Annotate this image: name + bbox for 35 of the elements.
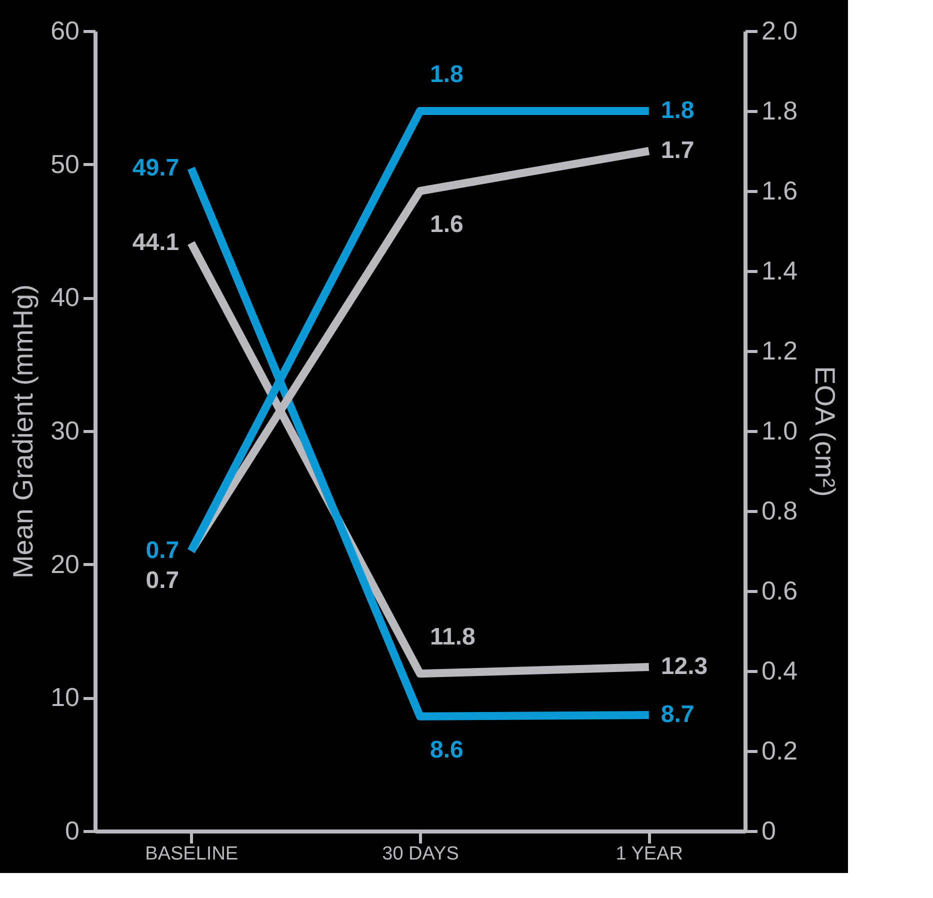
y2-tick-label: 1.8 <box>762 96 798 126</box>
y2-tick-label: 0 <box>762 816 776 846</box>
y2-tick-label: 1.0 <box>762 416 798 446</box>
data-label: 44.1 <box>132 229 180 256</box>
y-tick-label: 50 <box>50 148 80 179</box>
data-label: 49.7 <box>132 154 180 182</box>
data-label: 12.3 <box>660 653 708 680</box>
data-label: 1.8 <box>430 61 464 88</box>
y2-tick-label: 0.2 <box>762 736 798 766</box>
y2-tick-label: 2.0 <box>762 16 798 46</box>
y2-tick-label: 0.6 <box>762 576 798 606</box>
y-tick-label: 0 <box>65 816 80 846</box>
data-label: 0.7 <box>146 567 180 594</box>
y2-tick-label: 0.8 <box>762 496 798 526</box>
data-label: 1.6 <box>430 211 464 238</box>
data-label: 8.7 <box>660 701 694 728</box>
y2-tick-label: 1.4 <box>762 256 798 286</box>
data-label: 11.8 <box>430 624 476 651</box>
y-tick-label: 40 <box>50 282 80 312</box>
y2-tick-label: 0.4 <box>762 656 798 686</box>
data-label: 1.8 <box>660 97 694 124</box>
data-label: 0.7 <box>146 537 180 564</box>
x-tick-label: BASELINE <box>145 844 238 864</box>
y-tick-label: 20 <box>50 548 80 579</box>
y2-tick-label: 1.2 <box>762 336 798 366</box>
y-tick-label: 30 <box>50 416 80 446</box>
y2-axis-title: EOA (cm²) <box>810 366 841 497</box>
y-tick-label: 60 <box>50 16 80 46</box>
x-tick-label: 30 DAYS <box>382 844 459 864</box>
y2-tick-label: 1.6 <box>762 176 798 206</box>
data-label: 1.7 <box>660 137 694 164</box>
y-tick-label: 10 <box>50 682 80 712</box>
data-label: 8.6 <box>430 736 464 764</box>
y-axis-title: Mean Gradient (mmHg) <box>8 284 39 579</box>
x-tick-label: 1 YEAR <box>616 844 683 864</box>
